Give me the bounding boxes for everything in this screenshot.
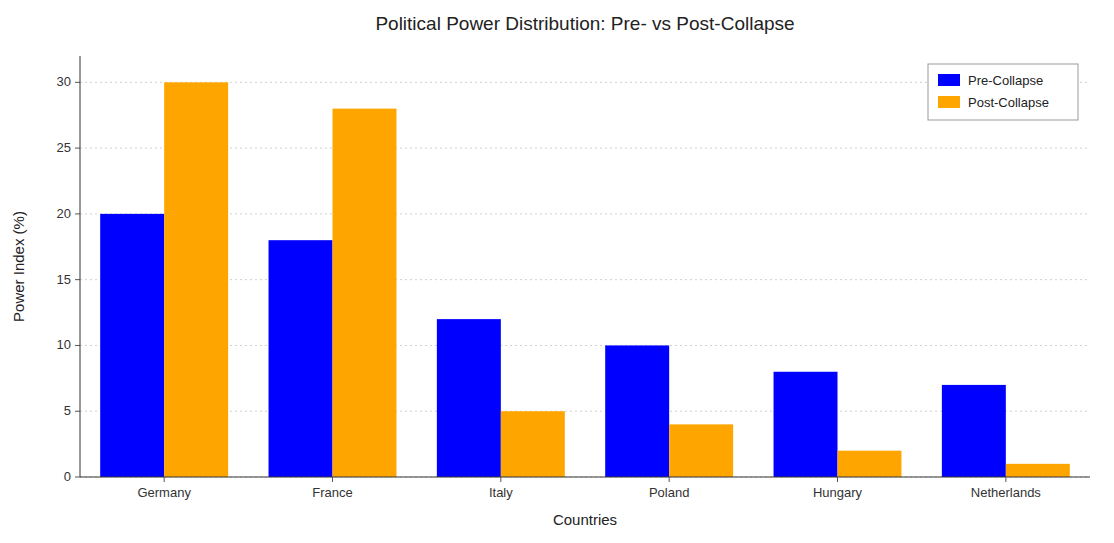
- x-tick-label: Germany: [137, 485, 191, 500]
- legend-swatch: [938, 96, 960, 108]
- x-tick: [1005, 477, 1006, 482]
- legend-label: Pre-Collapse: [968, 73, 1043, 88]
- background: [0, 0, 1114, 543]
- x-tick-label: Hungary: [813, 485, 863, 500]
- x-axis-label: Countries: [553, 511, 617, 528]
- legend: Pre-Collapse Post-Collapse: [928, 64, 1078, 120]
- bar: [942, 385, 1006, 477]
- x-tick-label: Poland: [649, 485, 689, 500]
- grid-line: [80, 148, 1090, 149]
- bar: [1006, 464, 1070, 477]
- y-tick: [75, 148, 80, 149]
- y-axis-label: Power Index (%): [10, 211, 27, 322]
- grid-line: [80, 411, 1090, 412]
- x-tick: [669, 477, 670, 482]
- chart-container: 0 5 10 15 20 25 30 Germany France Italy Poland Hung…: [0, 0, 1114, 543]
- y-axis: [80, 56, 81, 477]
- y-tick-label: 20: [57, 206, 71, 221]
- bar: [164, 82, 228, 477]
- x-tick-label: Netherlands: [971, 485, 1042, 500]
- y-tick: [75, 477, 80, 478]
- y-tick-label: 10: [57, 337, 71, 352]
- x-tick: [837, 477, 838, 482]
- grid-line: [80, 345, 1090, 346]
- y-tick-label: 25: [57, 140, 71, 155]
- legend-label: Post-Collapse: [968, 95, 1049, 110]
- bars: [100, 82, 1070, 477]
- chart-svg: 0 5 10 15 20 25 30 Germany France Italy Poland Hung…: [0, 0, 1114, 543]
- legend-swatch: [938, 74, 960, 86]
- grid-line: [80, 279, 1090, 280]
- y-tick: [75, 279, 80, 280]
- bar: [838, 451, 902, 477]
- y-tick: [75, 411, 80, 412]
- y-tick: [75, 82, 80, 83]
- legend-box: [928, 64, 1078, 120]
- grid-line: [80, 477, 1090, 478]
- y-tick: [75, 213, 80, 214]
- x-tick-label: France: [312, 485, 352, 500]
- bar: [669, 424, 733, 477]
- y-tick: [75, 345, 80, 346]
- grid-line: [80, 213, 1090, 214]
- bar: [333, 109, 397, 477]
- title: Political Power Distribution: Pre- vs Po…: [375, 13, 794, 34]
- x-tick: [332, 477, 333, 482]
- y-tick-label: 5: [64, 403, 71, 418]
- x-tick: [164, 477, 165, 482]
- x-tick-label: Italy: [489, 485, 513, 500]
- bar: [501, 411, 565, 477]
- y-tick-label: 0: [64, 469, 71, 484]
- bar: [100, 214, 164, 477]
- grid: [80, 82, 1090, 477]
- bar: [774, 372, 838, 477]
- y-tick-label: 15: [57, 272, 71, 287]
- bar: [437, 319, 501, 477]
- y-tick-label: 30: [57, 74, 71, 89]
- x-axis: [80, 477, 1090, 478]
- bar: [605, 345, 669, 477]
- bar: [269, 240, 333, 477]
- x-tick: [500, 477, 501, 482]
